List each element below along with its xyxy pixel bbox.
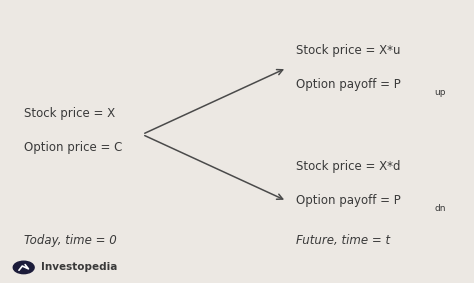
Text: Stock price = X*d: Stock price = X*d: [296, 160, 401, 173]
Text: Option price = C: Option price = C: [24, 141, 122, 154]
Text: up: up: [435, 88, 446, 97]
Text: Future, time = t: Future, time = t: [296, 234, 391, 247]
Text: Option payoff = P: Option payoff = P: [296, 78, 401, 91]
Circle shape: [13, 261, 34, 274]
Text: dn: dn: [435, 204, 446, 213]
Text: Investopedia: Investopedia: [41, 262, 118, 273]
Text: Stock price = X: Stock price = X: [24, 107, 115, 120]
Text: Today, time = 0: Today, time = 0: [24, 234, 117, 247]
Text: Option payoff = P: Option payoff = P: [296, 194, 401, 207]
Text: Stock price = X*u: Stock price = X*u: [296, 44, 401, 57]
